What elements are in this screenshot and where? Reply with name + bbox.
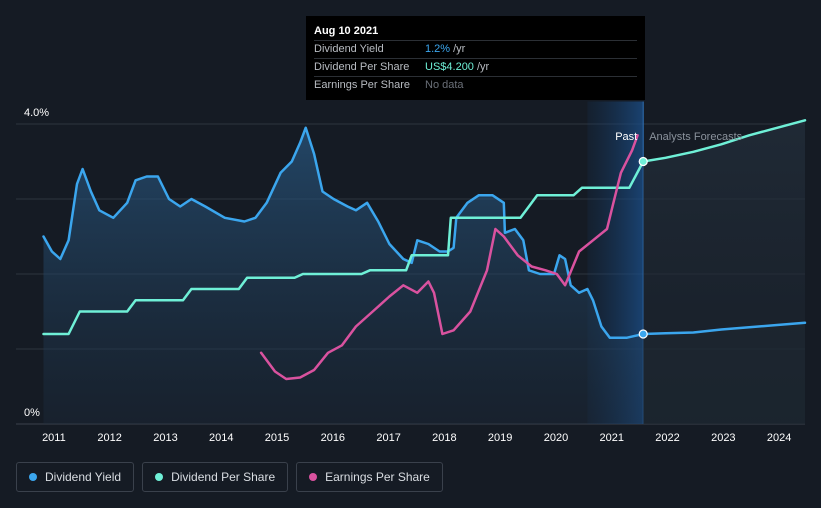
tooltip-value: US$4.200 — [425, 61, 474, 73]
x-tick-label: 2022 — [655, 432, 679, 444]
area-fills — [43, 101, 805, 425]
series-lines — [42, 119, 807, 381]
dividend-per-share-marker — [638, 156, 648, 167]
x-tick-label: 2018 — [432, 432, 456, 444]
x-tick-label: 2012 — [97, 432, 121, 444]
x-tick-label: 2017 — [376, 432, 400, 444]
dividend-per-share-forecast-line — [641, 119, 807, 163]
earnings-per-share-line — [259, 134, 639, 381]
x-tick-label: 2014 — [209, 432, 233, 444]
x-tick-label: 2021 — [600, 432, 624, 444]
legend-label: Dividend Yield — [45, 470, 122, 484]
x-tick-label: 2020 — [544, 432, 568, 444]
x-tick-label: 2011 — [42, 432, 66, 444]
tooltip-row-dividend-yield: Dividend Yield 1.2% /yr — [314, 40, 637, 58]
x-tick-label: 2013 — [153, 432, 177, 444]
x-tick-label: 2024 — [767, 432, 791, 444]
tooltip-unit: /yr — [453, 43, 466, 55]
dividend-yield-area — [43, 127, 644, 425]
x-tick-label: 2015 — [265, 432, 289, 444]
legend-item-dividend-yield[interactable]: Dividend Yield — [16, 462, 135, 492]
x-tick-label: 2019 — [488, 432, 512, 444]
dividend-per-share-line — [42, 160, 645, 336]
tooltip-row-dividend-per-share: Dividend Per Share US$4.200 /yr — [314, 58, 637, 76]
x-tick-label: 2023 — [711, 432, 735, 444]
tooltip-label: Dividend Yield — [314, 43, 384, 55]
dividend-yield-forecast-area — [643, 322, 805, 424]
tooltip-label: Dividend Per Share — [314, 61, 410, 73]
dividend-yield-forecast-line — [641, 321, 807, 336]
y-axis-label-top: 4.0% — [24, 107, 49, 119]
legend-label: Earnings Per Share — [325, 470, 430, 484]
tooltip-label: Earnings Per Share — [314, 79, 410, 91]
legend-dot-icon — [309, 473, 318, 481]
tooltip-value: 1.2% — [425, 43, 451, 55]
y-axis-label-bottom: 0% — [24, 407, 40, 419]
axis-labels: 4.0% 0% 2011 2012 2013 2014 2015 2016 2017 2018 20… — [24, 107, 791, 444]
legend-item-dividend-per-share[interactable]: Dividend Per Share — [142, 462, 289, 492]
region-label-forecast: Analysts Forecasts — [649, 131, 742, 143]
legend-label: Dividend Per Share — [171, 470, 276, 484]
legend-dot-icon — [29, 473, 37, 481]
legend: Dividend Yield Dividend Per Share Earnin… — [16, 462, 443, 492]
legend-item-earnings-per-share[interactable]: Earnings Per Share — [296, 462, 443, 492]
tooltip-date: Aug 10 2021 — [314, 25, 379, 37]
region-label-past: Past — [615, 131, 637, 143]
series-markers — [638, 156, 648, 339]
legend-dot-icon — [155, 473, 164, 481]
tooltip: Aug 10 2021 Dividend Yield 1.2% /yr Divi… — [306, 16, 645, 100]
tooltip-row-earnings-per-share: Earnings Per Share No data — [314, 76, 637, 94]
tooltip-value: No data — [425, 79, 464, 91]
x-tick-label: 2016 — [321, 432, 345, 444]
dividend-yield-marker — [638, 329, 648, 339]
tooltip-unit: /yr — [476, 61, 490, 73]
